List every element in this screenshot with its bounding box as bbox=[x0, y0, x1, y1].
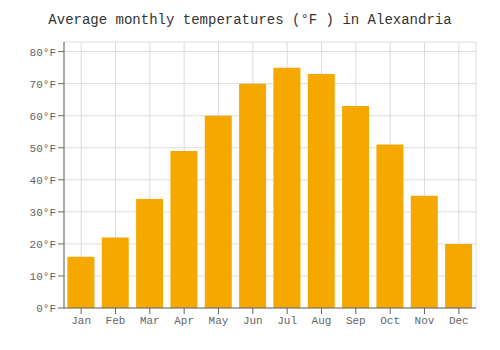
svg-text:30°F: 30°F bbox=[30, 207, 56, 219]
svg-text:Feb: Feb bbox=[106, 315, 126, 327]
svg-text:Jul: Jul bbox=[277, 315, 297, 327]
svg-text:Mar: Mar bbox=[140, 315, 160, 327]
svg-text:Nov: Nov bbox=[415, 315, 435, 327]
svg-text:80°F: 80°F bbox=[30, 47, 56, 59]
svg-text:70°F: 70°F bbox=[30, 79, 56, 91]
svg-text:20°F: 20°F bbox=[30, 239, 56, 251]
html-text:Average monthly temperatures (: Average monthly temperatures (°F ) in Al… bbox=[48, 12, 452, 28]
svg-text:Jan: Jan bbox=[71, 315, 91, 327]
svg-text:40°F: 40°F bbox=[30, 175, 56, 187]
svg-text:Jun: Jun bbox=[243, 315, 263, 327]
svg-text:May: May bbox=[209, 315, 229, 327]
svg-text:50°F: 50°F bbox=[30, 143, 56, 155]
svg-text:Sep: Sep bbox=[346, 315, 366, 327]
svg-text:10°F: 10°F bbox=[30, 271, 56, 283]
svg-text:0°F: 0°F bbox=[36, 303, 56, 315]
svg-text:Aug: Aug bbox=[312, 315, 332, 327]
svg-text:Dec: Dec bbox=[449, 315, 469, 327]
svg-text:60°F: 60°F bbox=[30, 111, 56, 123]
svg-text:Apr: Apr bbox=[174, 315, 194, 327]
svg-text:Oct: Oct bbox=[380, 315, 400, 327]
